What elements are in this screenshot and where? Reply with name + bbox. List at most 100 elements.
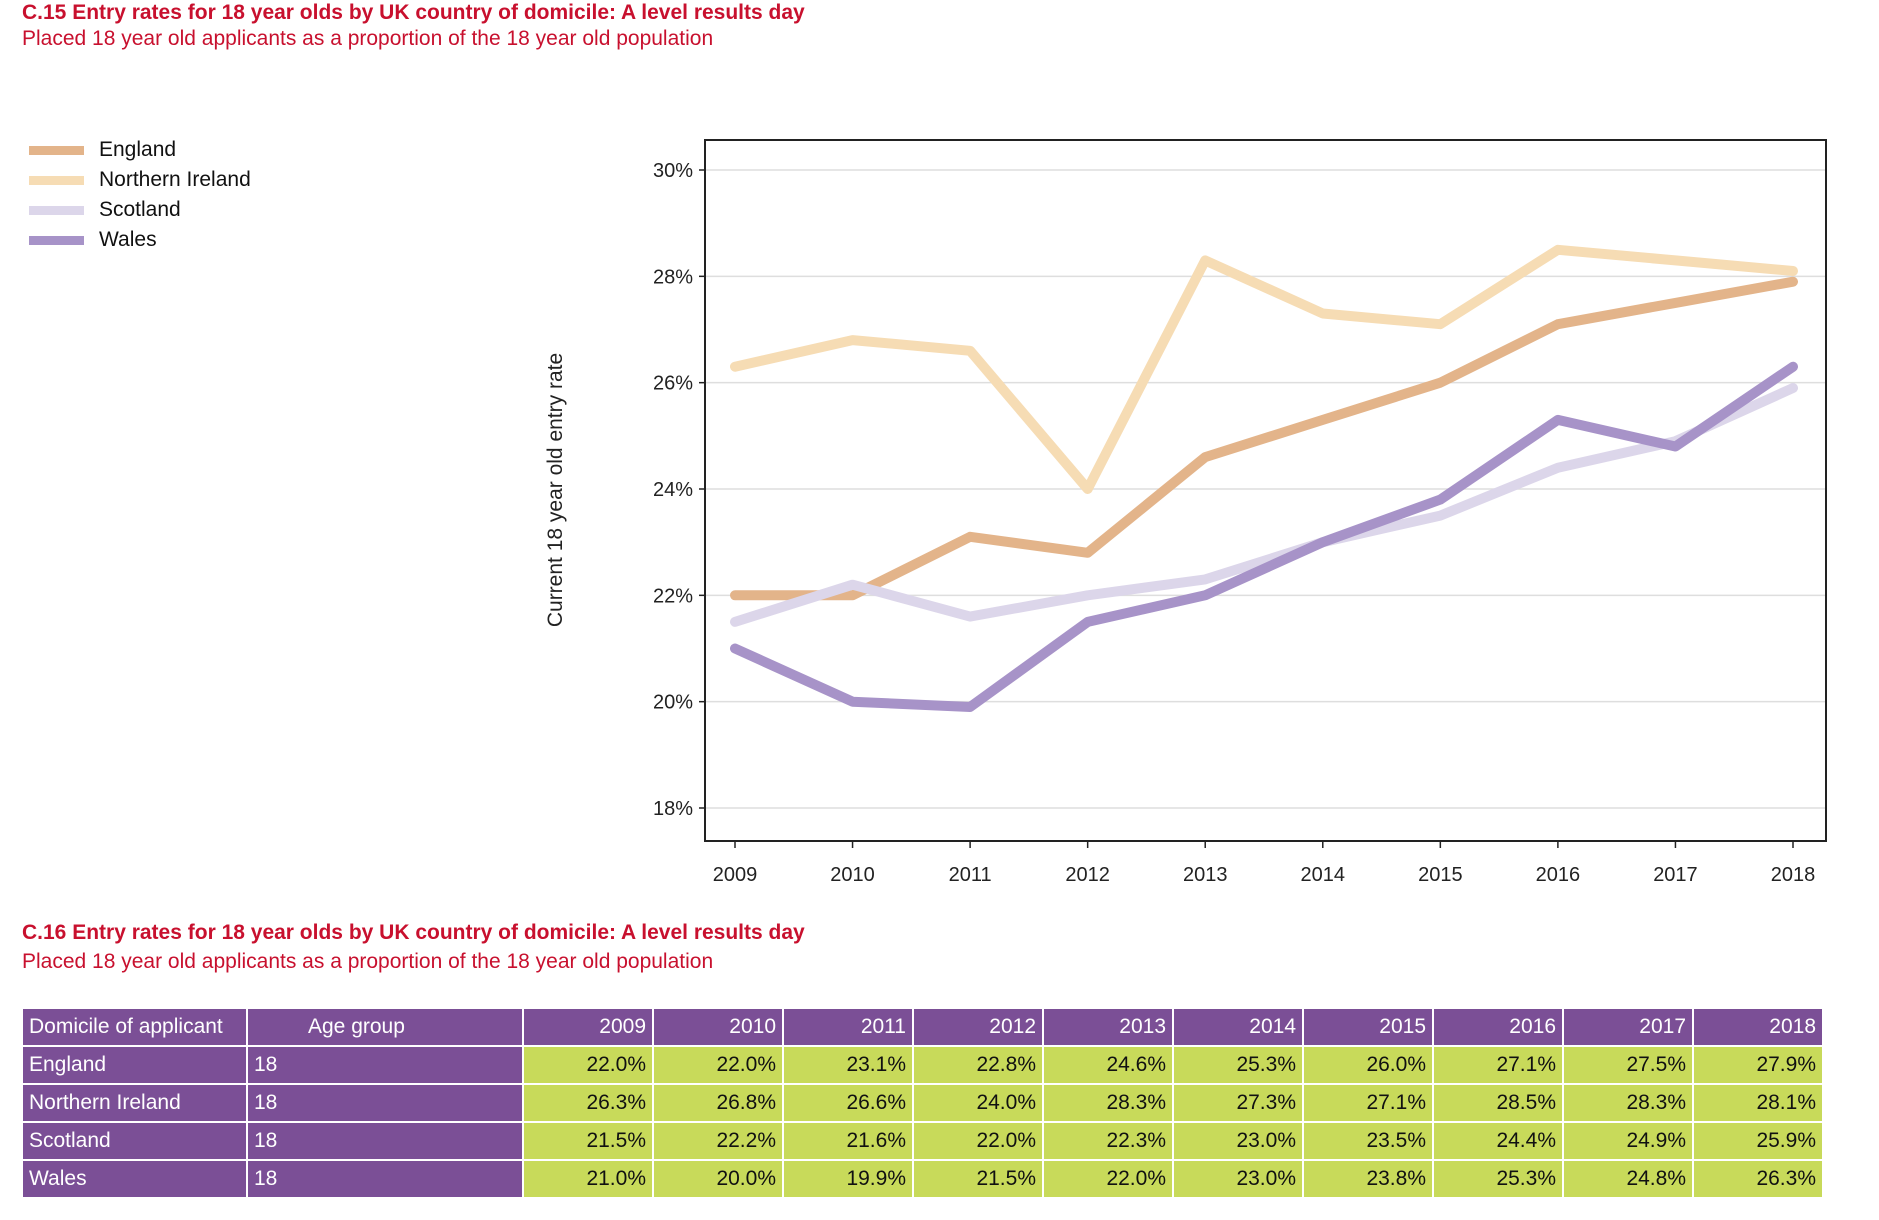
chart-title: C.15 Entry rates for 18 year olds by UK …: [22, 1, 805, 24]
legend-swatch: [29, 235, 84, 245]
plot-frame: [704, 139, 1827, 842]
header-year: 2011: [782, 1007, 914, 1047]
row-domicile: Scotland: [21, 1121, 248, 1161]
table-row: England 18 22.0% 22.0% 23.1% 22.8% 24.6% 25.3% 2…: [21, 1045, 1824, 1085]
row-value: 24.0%: [912, 1083, 1044, 1123]
legend-item: Wales: [29, 225, 251, 255]
row-value: 27.1%: [1302, 1083, 1434, 1123]
line-chart: 18% 20% 22% 24% 26% 28% 30% 2009 2010 2011 2012 201…: [544, 139, 1827, 886]
row-value: 26.8%: [652, 1083, 784, 1123]
row-value: 27.3%: [1172, 1083, 1304, 1123]
header-age-group: Age group: [246, 1007, 524, 1047]
row-value: 25.9%: [1692, 1121, 1824, 1161]
table-subtitle: Placed 18 year old applicants as a propo…: [22, 950, 714, 973]
legend-swatch: [29, 205, 84, 215]
row-value: 20.0%: [652, 1159, 784, 1199]
legend-label: Wales: [99, 228, 157, 251]
x-tick-label: 2016: [1536, 864, 1581, 886]
legend-swatch: [29, 145, 84, 155]
row-value: 28.3%: [1562, 1083, 1694, 1123]
y-tick-label: 18%: [653, 798, 693, 820]
row-age-group: 18: [246, 1083, 524, 1123]
header-year: 2010: [652, 1007, 784, 1047]
row-value: 26.3%: [1692, 1159, 1824, 1199]
row-value: 21.0%: [522, 1159, 654, 1199]
y-tick-label: 24%: [653, 479, 693, 501]
row-domicile: Northern Ireland: [21, 1083, 248, 1123]
row-age-group: 18: [246, 1159, 524, 1199]
row-value: 24.6%: [1042, 1045, 1174, 1085]
x-tick-label: 2011: [949, 864, 992, 886]
header-year: 2013: [1042, 1007, 1174, 1047]
header-year: 2018: [1692, 1007, 1824, 1047]
y-tick-label: 28%: [653, 266, 693, 288]
legend-label: England: [99, 138, 177, 161]
row-value: 27.1%: [1432, 1045, 1564, 1085]
row-domicile: England: [21, 1045, 248, 1085]
legend-swatch: [29, 175, 84, 185]
series-line-scotland: [730, 383, 1798, 627]
legend-label: Northern Ireland: [99, 168, 251, 191]
header-year: 2016: [1432, 1007, 1564, 1047]
series-line-england: [730, 276, 1798, 601]
row-value: 26.0%: [1302, 1045, 1434, 1085]
row-value: 28.1%: [1692, 1083, 1824, 1123]
header-domicile: Domicile of applicant: [21, 1007, 248, 1047]
y-tick-label: 26%: [653, 373, 693, 395]
row-value: 22.8%: [912, 1045, 1044, 1085]
row-value: 23.1%: [782, 1045, 914, 1085]
legend-item: Northern Ireland: [29, 165, 251, 195]
y-axis-label: Current 18 year old entry rate: [544, 353, 567, 627]
legend-label: Scotland: [99, 198, 181, 221]
table-header-row: Domicile of applicant Age group 2009 2010 20…: [21, 1007, 1824, 1047]
row-value: 21.5%: [912, 1159, 1044, 1199]
legend-item: Scotland: [29, 195, 251, 225]
x-tick-label: 2013: [1183, 864, 1228, 886]
x-tick-label: 2017: [1653, 864, 1698, 886]
entry-rates-table: Domicile of applicant Age group 2009 2010 20…: [21, 1007, 1824, 1199]
series-line-northern-ireland: [730, 244, 1798, 494]
y-tick-label: 22%: [653, 585, 693, 607]
x-tick-label: 2015: [1418, 864, 1463, 886]
table-row: Scotland 18 21.5% 22.2% 21.6% 22.0% 22.3% 23.0%…: [21, 1121, 1824, 1161]
row-age-group: 18: [246, 1045, 524, 1085]
row-age-group: 18: [246, 1121, 524, 1161]
row-value: 26.3%: [522, 1083, 654, 1123]
row-value: 22.2%: [652, 1121, 784, 1161]
row-value: 22.0%: [912, 1121, 1044, 1161]
x-tick-label: 2012: [1065, 864, 1110, 886]
row-value: 21.5%: [522, 1121, 654, 1161]
chart-subtitle: Placed 18 year old applicants as a propo…: [22, 27, 714, 50]
table-row: Wales 18 21.0% 20.0% 19.9% 21.5% 22.0% 23.0% 23.…: [21, 1159, 1824, 1199]
legend-item: England: [29, 135, 251, 165]
header-year: 2015: [1302, 1007, 1434, 1047]
x-tick-label: 2014: [1301, 864, 1346, 886]
row-value: 19.9%: [782, 1159, 914, 1199]
row-value: 28.5%: [1432, 1083, 1564, 1123]
row-value: 24.8%: [1562, 1159, 1694, 1199]
row-value: 22.3%: [1042, 1121, 1174, 1161]
row-value: 27.9%: [1692, 1045, 1824, 1085]
table-row: Northern Ireland 18 26.3% 26.8% 26.6% 24.0% 28…: [21, 1083, 1824, 1123]
row-value: 25.3%: [1172, 1045, 1304, 1085]
row-value: 24.9%: [1562, 1121, 1694, 1161]
row-value: 22.0%: [1042, 1159, 1174, 1199]
row-value: 23.0%: [1172, 1121, 1304, 1161]
header-year: 2017: [1562, 1007, 1694, 1047]
chart-legend: England Northern Ireland Scotland Wales: [29, 135, 251, 255]
row-value: 23.5%: [1302, 1121, 1434, 1161]
row-value: 28.3%: [1042, 1083, 1174, 1123]
row-value: 22.0%: [522, 1045, 654, 1085]
series-line-wales: [730, 361, 1798, 712]
x-tick-label: 2018: [1771, 864, 1816, 886]
row-value: 23.0%: [1172, 1159, 1304, 1199]
row-value: 22.0%: [652, 1045, 784, 1085]
header-year: 2012: [912, 1007, 1044, 1047]
header-year: 2009: [522, 1007, 654, 1047]
row-value: 24.4%: [1432, 1121, 1564, 1161]
table-title: C.16 Entry rates for 18 year olds by UK …: [22, 921, 805, 944]
header-year: 2014: [1172, 1007, 1304, 1047]
row-value: 25.3%: [1432, 1159, 1564, 1199]
row-domicile: Wales: [21, 1159, 248, 1199]
x-tick-label: 2010: [830, 864, 875, 886]
